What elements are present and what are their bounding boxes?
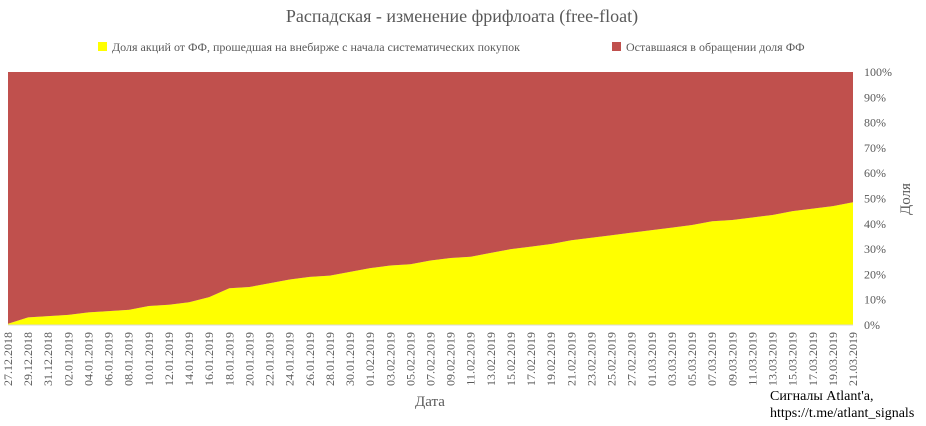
x-tick-label: 01.03.2019 — [645, 332, 659, 386]
x-tick-label: 24.01.2019 — [283, 332, 297, 386]
x-tick-label: 27.12.2018 — [1, 332, 15, 386]
x-tick-label: 07.03.2019 — [705, 332, 719, 386]
x-tick-label: 20.01.2019 — [242, 332, 256, 386]
x-tick-label: 15.03.2019 — [786, 332, 800, 386]
area-series-1 — [8, 202, 853, 325]
x-tick-label: 16.01.2019 — [202, 332, 216, 386]
x-tick-label: 06.01.2019 — [102, 332, 116, 386]
x-tick-label: 11.03.2019 — [745, 332, 759, 386]
y-tick-label: 10% — [864, 293, 886, 307]
y-axis-label: Доля — [898, 183, 914, 215]
legend-swatch — [612, 42, 621, 51]
x-axis: 27.12.2018 29.12.2018 31.12.2018 02.01.2019… — [1, 332, 860, 386]
x-tick-label: 25.02.2019 — [605, 332, 619, 386]
x-tick-label: 28.01.2019 — [323, 332, 337, 386]
x-tick-label: 11.02.2019 — [464, 332, 478, 386]
x-tick-label: 03.03.2019 — [665, 332, 679, 386]
x-tick-label: 17.03.2019 — [806, 332, 820, 386]
x-tick-label: 26.01.2019 — [303, 332, 317, 386]
x-tick-label: 09.02.2019 — [444, 332, 458, 386]
x-tick-label: 18.01.2019 — [222, 332, 236, 386]
x-tick-label: 09.03.2019 — [725, 332, 739, 386]
x-tick-label: 01.02.2019 — [363, 332, 377, 386]
x-tick-label: 04.01.2019 — [81, 332, 95, 386]
x-tick-label: 03.02.2019 — [383, 332, 397, 386]
y-tick-label: 50% — [864, 192, 886, 206]
y-tick-label: 20% — [864, 267, 886, 281]
legend-swatch — [98, 42, 107, 51]
legend: Доля акций от ФФ, прошедшая на внебирже … — [98, 40, 805, 54]
y-tick-label: 0% — [864, 318, 880, 332]
y-tick-label: 70% — [864, 141, 886, 155]
credit-line-1: Сигналы Atlant'a, — [770, 389, 874, 404]
y-tick-label: 60% — [864, 166, 886, 180]
x-tick-label: 05.03.2019 — [685, 332, 699, 386]
x-tick-label: 21.02.2019 — [564, 332, 578, 386]
x-tick-label: 13.03.2019 — [766, 332, 780, 386]
legend-label: Оставшаяся в обращении доля ФФ — [626, 40, 805, 54]
x-tick-label: 08.01.2019 — [122, 332, 136, 386]
y-tick-label: 40% — [864, 217, 886, 231]
x-tick-label: 14.01.2019 — [182, 332, 196, 386]
x-tick-label: 22.01.2019 — [263, 332, 277, 386]
x-tick-label: 05.02.2019 — [403, 332, 417, 386]
x-tick-label: 19.02.2019 — [544, 332, 558, 386]
legend-label: Доля акций от ФФ, прошедшая на внебирже … — [112, 40, 520, 54]
x-tick-label: 12.01.2019 — [162, 332, 176, 386]
x-tick-label: 29.12.2018 — [21, 332, 35, 386]
x-tick-label: 17.02.2019 — [524, 332, 538, 386]
credit-line-2: https://t.me/atlant_signals — [770, 406, 915, 421]
x-tick-label: 30.01.2019 — [343, 332, 357, 386]
area-series-2 — [8, 72, 853, 324]
x-tick-label: 31.12.2018 — [41, 332, 55, 386]
y-tick-label: 30% — [864, 242, 886, 256]
x-tick-label: 23.02.2019 — [584, 332, 598, 386]
y-axis: 0% 10% 20% 30% 40% 50% 60% 70% 80% 90% 100% — [864, 65, 892, 332]
x-tick-label: 19.03.2019 — [826, 332, 840, 386]
y-tick-label: 100% — [864, 65, 892, 79]
x-tick-label: 07.02.2019 — [424, 332, 438, 386]
y-tick-label: 90% — [864, 90, 886, 104]
x-tick-label: 02.01.2019 — [61, 332, 75, 386]
y-tick-label: 80% — [864, 116, 886, 130]
x-axis-label: Дата — [415, 394, 445, 410]
x-tick-label: 15.02.2019 — [504, 332, 518, 386]
chart-title: Распадская - изменение фрифлоата (free-f… — [286, 6, 638, 27]
x-tick-label: 21.03.2019 — [846, 332, 860, 386]
plot-area — [8, 72, 853, 326]
x-tick-label: 10.01.2019 — [142, 332, 156, 386]
credit: Сигналы Atlant'a, https://t.me/atlant_si… — [770, 388, 914, 422]
x-tick-label: 13.02.2019 — [484, 332, 498, 386]
x-tick-label: 27.02.2019 — [625, 332, 639, 386]
